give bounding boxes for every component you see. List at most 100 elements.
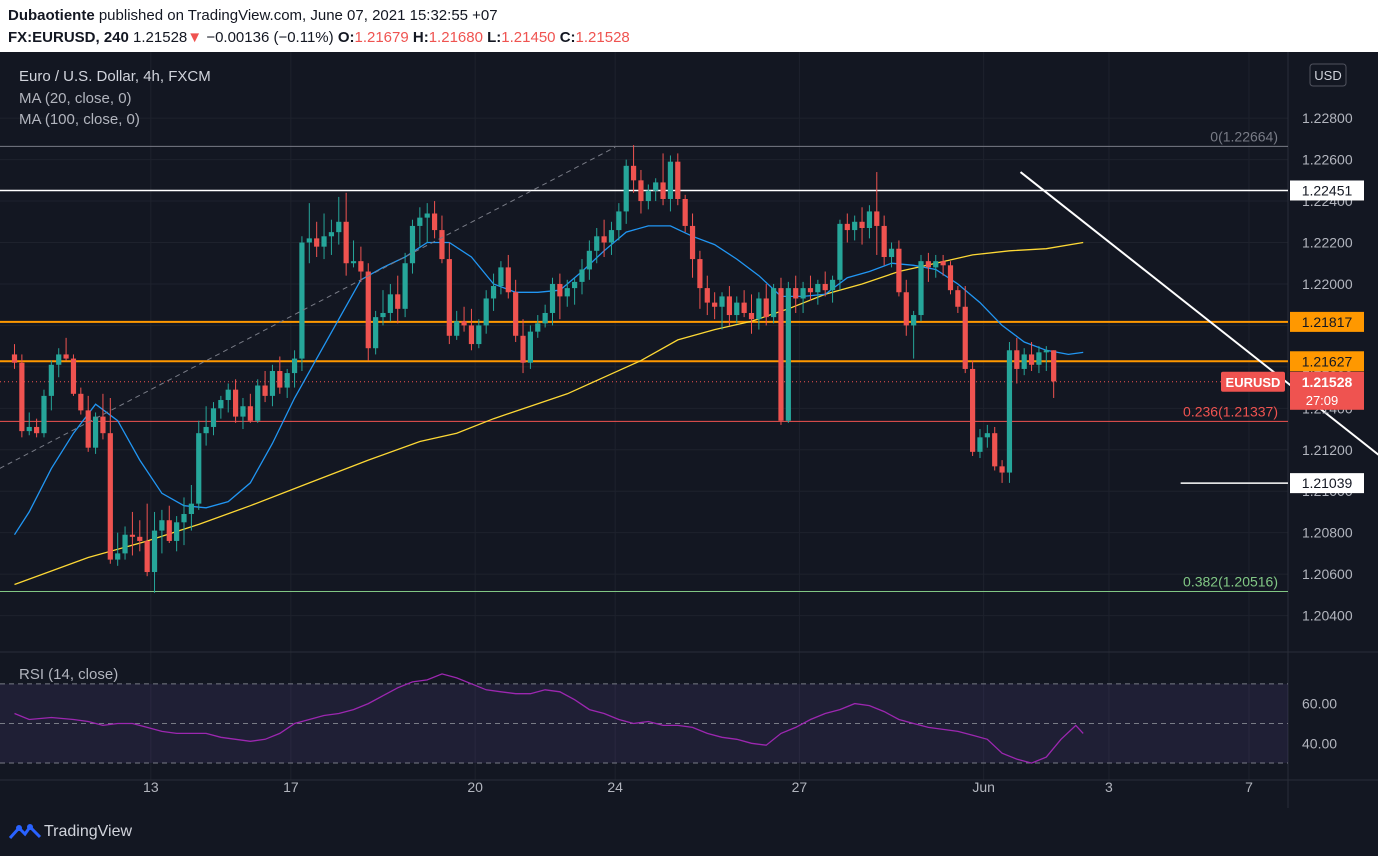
rsi-pane[interactable]: RSI (14, close) 60.00 40.00: [0, 666, 1337, 764]
trend-line[interactable]: [1019, 171, 1378, 597]
candle-body[interactable]: [815, 283, 821, 293]
candle-body[interactable]: [439, 230, 445, 260]
candle-body[interactable]: [962, 306, 968, 369]
candle-body[interactable]: [1014, 350, 1020, 369]
author-name[interactable]: Dubaotiente: [8, 7, 95, 24]
candle-body[interactable]: [999, 466, 1005, 473]
candle-body[interactable]: [719, 296, 725, 307]
price-chart[interactable]: 0(1.22664) 0.236(1.21337) 0.382(1.20516) R…: [0, 52, 1378, 808]
candle-body[interactable]: [56, 354, 62, 365]
price-axis[interactable]: 1.228001.226001.224001.222001.220001.218…: [1221, 63, 1364, 624]
candle-body[interactable]: [218, 400, 224, 409]
candle-body[interactable]: [203, 426, 209, 434]
candle-body[interactable]: [667, 161, 674, 199]
candle-body[interactable]: [601, 236, 607, 243]
candle-body[interactable]: [137, 536, 143, 541]
candle-body[interactable]: [402, 263, 408, 309]
candle-body[interactable]: [572, 281, 578, 289]
candles-layer[interactable]: [11, 145, 1057, 593]
candle-body[interactable]: [829, 279, 836, 291]
candle-body[interactable]: [483, 298, 489, 326]
candle-body[interactable]: [844, 223, 850, 231]
candle-body[interactable]: [255, 385, 261, 421]
candle-body[interactable]: [638, 180, 644, 202]
candle-body[interactable]: [896, 248, 902, 293]
candle-body[interactable]: [741, 302, 747, 313]
candle-body[interactable]: [785, 288, 791, 421]
candle-body[interactable]: [778, 288, 784, 421]
candle-body[interactable]: [513, 292, 519, 336]
candle-body[interactable]: [476, 325, 482, 345]
candle-body[interactable]: [41, 395, 47, 434]
candle-body[interactable]: [343, 221, 349, 264]
candle-body[interactable]: [395, 294, 401, 309]
candle-body[interactable]: [247, 406, 253, 421]
candle-body[interactable]: [771, 288, 777, 318]
candle-body[interactable]: [328, 232, 335, 237]
candle-body[interactable]: [446, 259, 452, 336]
candle-body[interactable]: [918, 261, 924, 316]
candle-body[interactable]: [19, 362, 25, 432]
candle-body[interactable]: [498, 267, 504, 287]
candle-body[interactable]: [188, 503, 194, 515]
candle-body[interactable]: [881, 225, 887, 258]
candle-body[interactable]: [358, 261, 364, 272]
fib-trend-line[interactable]: [0, 146, 616, 469]
candle-body[interactable]: [984, 433, 990, 438]
candle-body[interactable]: [623, 165, 629, 212]
candle-body[interactable]: [1021, 354, 1027, 369]
tradingview-brand[interactable]: TradingView: [44, 823, 133, 840]
candle-body[interactable]: [129, 534, 136, 537]
rsi-legend[interactable]: RSI (14, close): [19, 666, 118, 683]
candle-body[interactable]: [48, 364, 54, 396]
legend-ma100[interactable]: MA (100, close, 0): [19, 111, 140, 128]
rsi-line[interactable]: [14, 673, 1084, 764]
candle-body[interactable]: [756, 298, 762, 320]
candle-body[interactable]: [734, 302, 740, 316]
candle-body[interactable]: [350, 261, 357, 264]
candle-body[interactable]: [800, 288, 806, 299]
candle-body[interactable]: [85, 410, 91, 448]
level-price-tag[interactable]: [1290, 473, 1364, 494]
last-price-tag[interactable]: [1290, 371, 1364, 410]
candle-body[interactable]: [387, 294, 393, 313]
candle-body[interactable]: [284, 373, 290, 388]
candle-body[interactable]: [925, 261, 931, 268]
candle-body[interactable]: [454, 321, 460, 336]
candle-body[interactable]: [159, 520, 165, 531]
tradingview-logo-icon[interactable]: [8, 822, 42, 842]
candle-body[interactable]: [970, 368, 976, 452]
candle-body[interactable]: [225, 389, 231, 401]
candle-body[interactable]: [144, 540, 150, 573]
candle-body[interactable]: [557, 283, 563, 297]
candle-body[interactable]: [210, 408, 217, 427]
candle-body[interactable]: [874, 211, 880, 226]
drawings-layer[interactable]: [0, 146, 1378, 597]
candle-body[interactable]: [291, 358, 298, 374]
candle-body[interactable]: [306, 238, 312, 243]
candle-body[interactable]: [468, 325, 475, 345]
candle-body[interactable]: [424, 213, 430, 218]
candle-body[interactable]: [151, 530, 158, 573]
candle-body[interactable]: [933, 261, 939, 268]
candle-body[interactable]: [461, 321, 467, 326]
candle-body[interactable]: [1036, 352, 1042, 365]
currency-label[interactable]: USD: [1314, 68, 1341, 83]
candle-body[interactable]: [608, 230, 615, 243]
candle-body[interactable]: [233, 389, 239, 417]
candle-body[interactable]: [807, 288, 814, 293]
candle-body[interactable]: [748, 312, 755, 320]
candle-body[interactable]: [373, 317, 379, 349]
candle-body[interactable]: [11, 354, 18, 363]
candle-body[interactable]: [115, 553, 121, 560]
candle-body[interactable]: [431, 213, 438, 231]
candle-body[interactable]: [682, 198, 688, 226]
candle-body[interactable]: [196, 433, 202, 504]
candle-body[interactable]: [26, 426, 32, 432]
candle-body[interactable]: [704, 288, 710, 303]
candle-body[interactable]: [174, 522, 180, 541]
ma20-line[interactable]: [13, 225, 1084, 536]
candle-body[interactable]: [594, 236, 600, 251]
candle-body[interactable]: [70, 358, 77, 394]
symbol-tag[interactable]: [1221, 371, 1285, 392]
